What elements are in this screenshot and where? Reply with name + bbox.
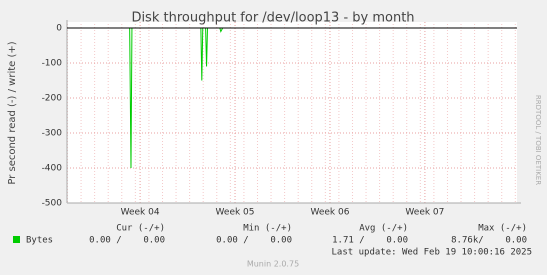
legend-value: 1.71 / 0.00 [332, 236, 408, 246]
side-label: RRDTOOL / TOBI OETIKER [534, 95, 542, 185]
minor-grid [67, 22, 517, 203]
y-tick-label: -500 [42, 199, 63, 209]
x-tick-label: Week 04 [121, 208, 160, 218]
legend-header: Cur (-/+) [116, 224, 165, 234]
x-tick-label: Week 05 [216, 208, 255, 218]
legend-label: Bytes [26, 236, 53, 246]
legend-header: Avg (-/+) [359, 224, 408, 234]
y-tick-label: -400 [42, 164, 63, 174]
y-tick-label: -100 [42, 59, 63, 69]
legend-value: 0.00 / 0.00 [216, 236, 292, 246]
x-tick-label: Week 07 [405, 208, 444, 218]
last-update: Last update: Wed Feb 19 10:00:16 2025 [332, 248, 532, 258]
footer: Munin 2.0.75 [247, 260, 299, 269]
y-tick-label: -300 [42, 129, 63, 139]
chart-title: Disk throughput for /dev/loop13 - by mon… [131, 11, 414, 26]
y-axis-label: Pr second read (-) / write (+) [7, 41, 18, 184]
y-tick-label: -200 [42, 94, 63, 104]
x-tick-label: Week 06 [310, 208, 349, 218]
y-tick-label: 0 [56, 24, 62, 34]
legend-header: Min (-/+) [243, 224, 292, 234]
legend-value: 8.76k/ 0.00 [451, 236, 527, 246]
legend-value: 0.00 / 0.00 [89, 236, 165, 246]
legend-header: Max (-/+) [478, 224, 527, 234]
legend-swatch [13, 236, 20, 243]
